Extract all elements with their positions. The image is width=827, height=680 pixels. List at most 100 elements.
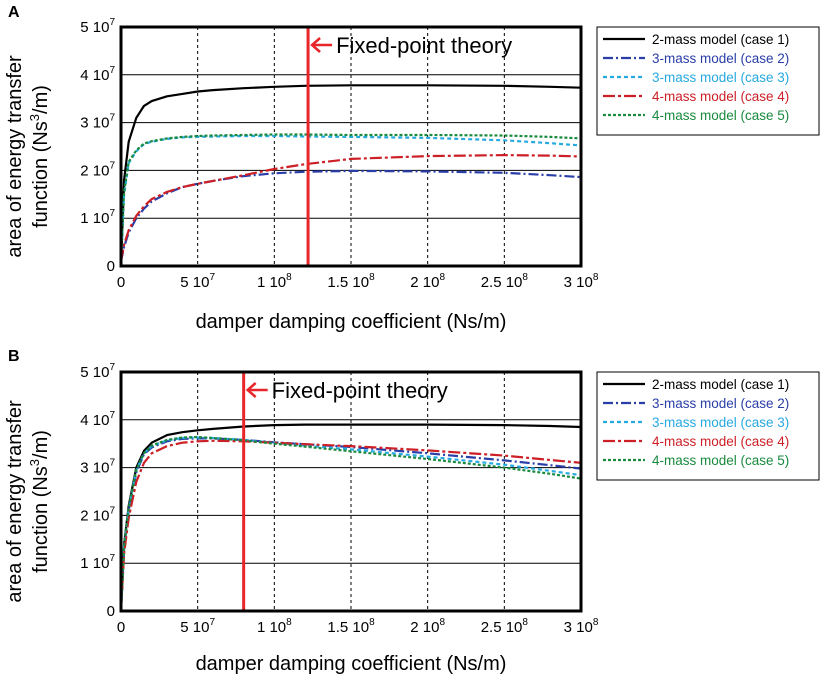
y-tick-mantissa: 5 10 xyxy=(80,19,109,36)
series-line-case-4 xyxy=(121,154,581,262)
x-tick-exponent: 8 xyxy=(286,272,292,283)
x-tick-exponent: 8 xyxy=(286,617,292,628)
legend-entry-case-1: 2-mass model (case 1) xyxy=(652,32,789,47)
x-tick-label: 1.5 108 xyxy=(327,272,375,291)
y-tick-mantissa: 2 10 xyxy=(80,507,109,524)
x-tick-exponent: 8 xyxy=(439,617,445,628)
x-tick-label: 2 108 xyxy=(410,272,445,291)
y-tick-mantissa: 4 10 xyxy=(80,412,109,429)
y-axis-label-line1: area of energy transfer xyxy=(4,55,26,258)
series-line-case-4 xyxy=(121,439,581,611)
y-tick-exponent: 7 xyxy=(109,113,115,124)
x-tick-label: 3 108 xyxy=(564,617,599,636)
x-axis-label: damper damping coefficient (Ns/m) xyxy=(196,311,507,333)
x-tick-exponent: 8 xyxy=(439,272,445,283)
y-tick-exponent: 7 xyxy=(109,17,115,28)
y-tick-label: 0 xyxy=(107,258,115,275)
x-tick-label: 1 108 xyxy=(257,617,292,636)
y-axis-label-line2: function (Ns3/m) xyxy=(27,430,52,573)
x-tick-mantissa: 1 10 xyxy=(257,619,286,636)
y-axis-label-part: function (Ns xyxy=(30,466,52,573)
x-tick-mantissa: 3 10 xyxy=(564,619,593,636)
x-tick-mantissa: 3 10 xyxy=(564,274,593,291)
legend-entry-case-3: 3-mass model (case 3) xyxy=(652,415,789,430)
y-tick-mantissa: 5 10 xyxy=(80,364,109,381)
y-tick-label: 4 107 xyxy=(80,410,115,429)
x-tick-exponent: 8 xyxy=(369,617,375,628)
annotation-text: Fixed-point theory xyxy=(272,378,448,403)
legend-entry-case-5: 4-mass model (case 5) xyxy=(652,453,789,468)
y-tick-mantissa: 2 10 xyxy=(80,162,109,179)
y-tick-mantissa: 0 xyxy=(107,603,115,620)
x-tick-exponent: 8 xyxy=(593,617,599,628)
legend: 2-mass model (case 1) 3-mass model (case … xyxy=(596,26,820,136)
panel-label: A xyxy=(8,4,20,21)
y-tick-exponent: 7 xyxy=(109,160,115,171)
legend-entry-case-2: 3-mass model (case 2) xyxy=(652,396,789,411)
y-tick-label: 2 107 xyxy=(80,160,115,179)
plot-frame xyxy=(119,25,583,268)
legend-box xyxy=(596,371,820,481)
legend-entry-case-4: 4-mass model (case 4) xyxy=(652,89,789,104)
x-tick-label: 1.5 108 xyxy=(327,617,375,636)
y-tick-label: 1 107 xyxy=(80,553,115,572)
panel-label: B xyxy=(8,348,20,365)
legend-entry-case-2: 3-mass model (case 2) xyxy=(652,51,789,66)
y-axis-label-part: /m) xyxy=(30,430,52,459)
series-line-case-5 xyxy=(121,435,581,611)
y-tick-exponent: 7 xyxy=(109,410,115,421)
y-tick-exponent: 7 xyxy=(109,458,115,469)
x-tick-mantissa: 2 10 xyxy=(410,274,439,291)
x-tick-mantissa: 1.5 10 xyxy=(327,274,369,291)
series-group xyxy=(121,423,581,611)
x-tick-label: 2.5 108 xyxy=(481,617,529,636)
series-line-case-1 xyxy=(121,84,581,266)
x-tick-label: 2 108 xyxy=(410,617,445,636)
y-tick-label: 3 107 xyxy=(80,113,115,132)
x-tick-exponent: 8 xyxy=(369,272,375,283)
y-tick-mantissa: 3 10 xyxy=(80,115,109,132)
x-tick-mantissa: 0 xyxy=(117,619,125,636)
plot-frame xyxy=(119,370,583,613)
y-axis-label-superscript: 3 xyxy=(27,459,42,466)
x-axis-label: damper damping coefficient (Ns/m) xyxy=(196,653,507,675)
x-tick-mantissa: 2.5 10 xyxy=(481,274,523,291)
y-axis-label-line2: function (Ns3/m) xyxy=(27,85,52,228)
x-tick-label: 5 107 xyxy=(180,617,215,636)
y-axis-label-part: function (Ns xyxy=(30,121,52,228)
y-tick-label: 1 107 xyxy=(80,208,115,227)
y-tick-exponent: 7 xyxy=(109,362,115,373)
legend: 2-mass model (case 1) 3-mass model (case … xyxy=(596,371,820,481)
y-tick-mantissa: 4 10 xyxy=(80,67,109,84)
x-tick-exponent: 8 xyxy=(593,272,599,283)
y-tick-exponent: 7 xyxy=(109,65,115,76)
y-tick-exponent: 7 xyxy=(109,505,115,516)
y-tick-mantissa: 1 10 xyxy=(80,210,109,227)
x-tick-exponent: 8 xyxy=(522,617,528,628)
legend-box xyxy=(596,26,820,136)
x-tick-label: 0 xyxy=(117,619,125,636)
y-tick-label: 0 xyxy=(107,603,115,620)
y-tick-mantissa: 1 10 xyxy=(80,555,109,572)
x-tick-mantissa: 2.5 10 xyxy=(481,619,523,636)
y-tick-label: 2 107 xyxy=(80,505,115,524)
y-axis-label-line1: area of energy transfer xyxy=(4,400,26,603)
y-axis-label-superscript: 3 xyxy=(27,114,42,121)
annotation-arrowhead xyxy=(310,37,321,53)
y-axis-label-part: /m) xyxy=(30,85,52,114)
y-tick-label: 3 107 xyxy=(80,458,115,477)
x-tick-label: 3 108 xyxy=(564,272,599,291)
x-tick-mantissa: 5 10 xyxy=(180,274,209,291)
x-tick-exponent: 8 xyxy=(522,272,528,283)
legend-entry-case-3: 3-mass model (case 3) xyxy=(652,70,789,85)
x-tick-mantissa: 1.5 10 xyxy=(327,619,369,636)
x-tick-mantissa: 5 10 xyxy=(180,619,209,636)
y-tick-exponent: 7 xyxy=(109,553,115,564)
y-tick-mantissa: 0 xyxy=(107,258,115,275)
x-tick-exponent: 7 xyxy=(209,272,215,283)
x-tick-mantissa: 1 10 xyxy=(257,274,286,291)
